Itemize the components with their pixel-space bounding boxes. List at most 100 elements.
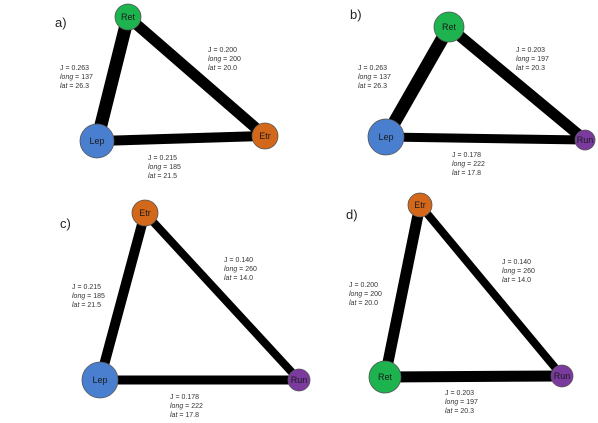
edge-long-value: long = 200 bbox=[349, 291, 382, 298]
edge-ret-run bbox=[384, 370, 563, 383]
panel-letter: a) bbox=[55, 15, 67, 30]
node-etr bbox=[407, 192, 433, 218]
panel-b: b) Ret Lep Run J = 0.263 long = 137 lat = 26.3… bbox=[350, 7, 596, 177]
lat-key: lat bbox=[349, 300, 357, 307]
edge-label: J = 0.263 long = 137 lat = 26.3 bbox=[60, 65, 93, 90]
lat-number: = 20.0 bbox=[356, 300, 378, 307]
lat-key: lat bbox=[224, 275, 232, 282]
long-number: = 137 bbox=[73, 74, 93, 81]
node-label-run: Run bbox=[291, 375, 308, 385]
edge-ret-run bbox=[445, 22, 589, 145]
lat-key: lat bbox=[516, 65, 524, 72]
lat-number: = 17.8 bbox=[459, 170, 481, 177]
edge-j-value: J = 0.263 bbox=[358, 65, 387, 72]
lat-key: lat bbox=[358, 83, 366, 90]
node-ret bbox=[368, 360, 402, 394]
node-label-lep: Lep bbox=[89, 136, 104, 146]
long-key: long bbox=[502, 268, 515, 275]
edge-etr-run bbox=[142, 210, 302, 383]
edge-label: J = 0.263 long = 137 lat = 26.3 bbox=[358, 65, 391, 90]
edge-label: J = 0.178 long = 222 lat = 17.8 bbox=[170, 394, 203, 419]
panel-c: c) Etr Lep Run J = 0.215 long = 185 lat = 21.5… bbox=[60, 199, 311, 419]
long-number: = 200 bbox=[221, 56, 241, 63]
node-run bbox=[287, 368, 311, 392]
long-number: = 197 bbox=[529, 56, 549, 63]
long-number: = 197 bbox=[458, 399, 478, 406]
edge-label: J = 0.140 long = 260 lat = 14.0 bbox=[224, 257, 257, 282]
edge-lat-value: lat = 21.5 bbox=[72, 302, 101, 309]
node-label-etr: Etr bbox=[259, 131, 271, 141]
lat-number: = 21.5 bbox=[155, 173, 177, 180]
edge-ret-lep bbox=[380, 23, 455, 141]
panel-d: d) Etr Ret Run J = 0.200 long = 200 lat = 20.0… bbox=[346, 192, 574, 415]
long-number: = 137 bbox=[371, 74, 391, 81]
edge-label: J = 0.140 long = 260 lat = 14.0 bbox=[502, 259, 535, 284]
edge-long-value: long = 197 bbox=[516, 56, 549, 63]
node-etr bbox=[251, 122, 279, 150]
edge-label: J = 0.215 long = 185 lat = 21.5 bbox=[148, 155, 181, 180]
long-number: = 222 bbox=[465, 161, 485, 168]
long-number: = 260 bbox=[237, 266, 257, 273]
panel-a: a) Ret Lep Etr J = 0.263 long = 137 lat = 26.3… bbox=[55, 3, 279, 180]
panel-letter: b) bbox=[350, 7, 362, 22]
edge-long-value: long = 137 bbox=[358, 74, 391, 81]
long-key: long bbox=[170, 403, 183, 410]
edge-long-value: long = 185 bbox=[72, 293, 105, 300]
lat-number: = 20.3 bbox=[452, 408, 474, 415]
edge-label: J = 0.215 long = 185 lat = 21.5 bbox=[72, 284, 105, 309]
edge-label: J = 0.203 long = 197 lat = 20.3 bbox=[445, 390, 478, 415]
lat-number: = 14.0 bbox=[509, 277, 531, 284]
edge-j-value: J = 0.178 bbox=[452, 152, 481, 159]
long-number: = 185 bbox=[85, 293, 105, 300]
lat-key: lat bbox=[502, 277, 510, 284]
lat-key: lat bbox=[148, 173, 156, 180]
long-key: long bbox=[72, 293, 85, 300]
edge-lat-value: lat = 14.0 bbox=[224, 275, 253, 282]
node-ret bbox=[114, 3, 142, 31]
node-lep bbox=[367, 118, 405, 156]
lat-number: = 17.8 bbox=[177, 412, 199, 419]
long-key: long bbox=[445, 399, 458, 406]
lat-number: = 21.5 bbox=[79, 302, 101, 309]
node-label-ret: Ret bbox=[121, 12, 136, 22]
node-label-lep: Lep bbox=[378, 132, 393, 142]
edge-lat-value: lat = 21.5 bbox=[148, 173, 177, 180]
long-key: long bbox=[516, 56, 529, 63]
node-label-run: Run bbox=[577, 135, 594, 145]
edge-j-value: J = 0.215 bbox=[148, 155, 177, 162]
long-key: long bbox=[349, 291, 362, 298]
lat-number: = 26.3 bbox=[67, 83, 89, 90]
long-key: long bbox=[60, 74, 73, 81]
edge-lat-value: lat = 26.3 bbox=[358, 83, 387, 90]
node-lep bbox=[79, 123, 115, 159]
node-run bbox=[574, 129, 596, 151]
edge-long-value: long = 185 bbox=[148, 164, 181, 171]
edge-long-value: long = 222 bbox=[170, 403, 203, 410]
node-ret bbox=[433, 11, 465, 43]
edge-etr-run bbox=[416, 202, 566, 379]
lat-number: = 20.0 bbox=[215, 65, 237, 72]
lat-key: lat bbox=[445, 408, 453, 415]
long-key: long bbox=[358, 74, 371, 81]
edge-j-value: J = 0.200 bbox=[349, 282, 378, 289]
lat-key: lat bbox=[170, 412, 178, 419]
edge-lat-value: lat = 14.0 bbox=[502, 277, 531, 284]
long-number: = 200 bbox=[362, 291, 382, 298]
lat-key: lat bbox=[452, 170, 460, 177]
edge-lat-value: lat = 17.8 bbox=[170, 412, 199, 419]
edge-long-value: long = 222 bbox=[452, 161, 485, 168]
edge-j-value: J = 0.203 bbox=[516, 47, 545, 54]
node-etr bbox=[131, 199, 159, 227]
edge-j-value: J = 0.203 bbox=[445, 390, 474, 397]
node-lep bbox=[81, 361, 119, 399]
long-number: = 260 bbox=[515, 268, 535, 275]
lat-key: lat bbox=[60, 83, 68, 90]
edge-lat-value: lat = 20.3 bbox=[516, 65, 545, 72]
edge-long-value: long = 200 bbox=[208, 56, 241, 63]
edge-etr-lep bbox=[95, 211, 150, 382]
lat-number: = 14.0 bbox=[231, 275, 253, 282]
edge-lep-run bbox=[385, 132, 586, 145]
long-key: long bbox=[208, 56, 221, 63]
long-number: = 185 bbox=[161, 164, 181, 171]
